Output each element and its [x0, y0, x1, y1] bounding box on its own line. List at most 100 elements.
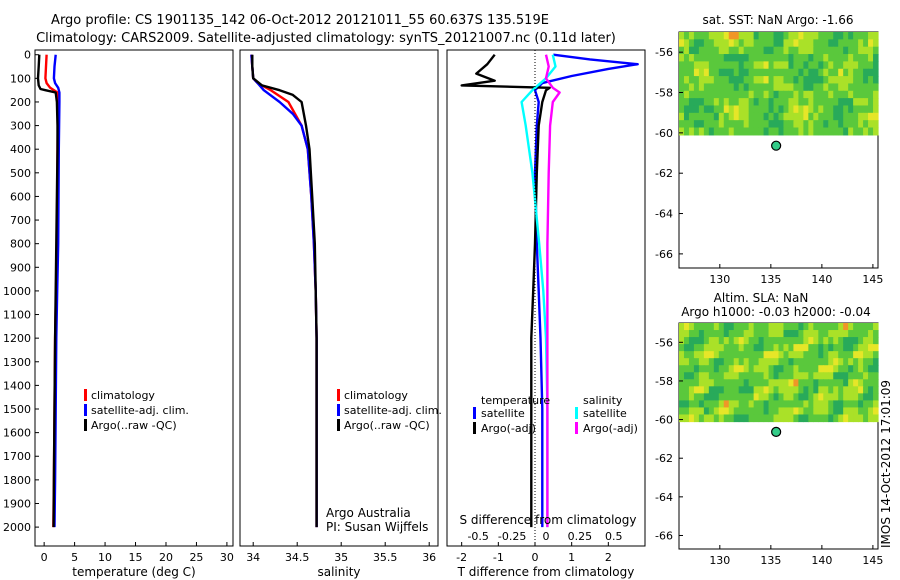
heat-cell — [858, 120, 864, 129]
heat-cell — [743, 105, 750, 114]
heat-cell — [798, 127, 804, 136]
heat-cell — [708, 365, 715, 373]
heat-cell — [713, 127, 720, 136]
heat-cell — [858, 365, 864, 373]
heat-cell — [713, 358, 720, 366]
heat-cell — [843, 105, 849, 114]
heat-cell — [708, 90, 715, 99]
heat-cell — [843, 83, 849, 92]
heat-cell — [723, 393, 730, 402]
heat-cell — [723, 330, 730, 338]
heat-cell — [828, 372, 834, 380]
heat-cell — [833, 386, 839, 394]
heat-cell — [683, 127, 690, 136]
heat-cell — [703, 46, 710, 55]
heat-cell — [698, 407, 705, 416]
heat-cell — [783, 344, 790, 352]
heat-cell — [713, 400, 720, 409]
heat-cell — [728, 344, 735, 352]
heat-cell — [728, 39, 735, 48]
heat-cell — [818, 323, 824, 331]
heat-cell — [798, 386, 804, 394]
heat-cell — [738, 358, 745, 366]
heat-cell — [853, 112, 859, 121]
legend-swatch — [575, 407, 578, 419]
heat-cell — [703, 54, 710, 62]
heat-cell — [813, 400, 819, 409]
heat-cell — [683, 393, 690, 402]
heat-cell — [753, 39, 760, 48]
salinity-annotation-line2: PI: Susan Wijffels — [326, 520, 428, 534]
heat-cell — [788, 83, 795, 92]
heat-cell — [708, 379, 715, 387]
heat-cell — [863, 330, 869, 338]
x-tick-label: -2 — [456, 551, 467, 564]
heat-cell — [853, 358, 859, 366]
heat-cell — [793, 379, 799, 387]
heat-cell — [773, 112, 780, 121]
heat-cell — [718, 46, 725, 55]
heat-cell — [873, 351, 879, 359]
legend-label: climatology — [344, 389, 408, 402]
heat-cell — [763, 61, 770, 70]
heat-cell — [788, 76, 795, 85]
heat-cell — [803, 351, 809, 359]
heat-cell — [833, 83, 839, 92]
heat-cell — [773, 54, 780, 62]
heat-cell — [843, 32, 849, 40]
heat-cell — [793, 61, 799, 70]
heat-cell — [718, 330, 725, 338]
heat-cell — [733, 76, 740, 85]
legend-swatch — [84, 389, 87, 401]
x-tick-label: 15 — [129, 551, 143, 564]
heat-cell — [813, 127, 819, 136]
heat-cell — [713, 372, 720, 380]
sla-map-subtitle: Argo h1000: -0.03 h2000: -0.04 — [681, 305, 871, 319]
heat-cell — [818, 351, 824, 359]
heat-cell — [748, 379, 755, 387]
heat-cell — [713, 68, 720, 77]
map-x-tick-label: 130 — [709, 554, 730, 567]
heat-cell — [858, 112, 864, 121]
heat-cell — [788, 32, 795, 40]
heat-cell — [853, 407, 859, 416]
heat-cell — [833, 105, 839, 114]
heat-cell — [828, 358, 834, 366]
heat-cell — [713, 120, 720, 129]
heat-cell — [763, 39, 770, 48]
heat-cell — [713, 323, 720, 331]
heat-cell — [718, 407, 725, 416]
heat-cell — [823, 330, 829, 338]
heat-cell — [698, 76, 705, 85]
heat-cell — [708, 372, 715, 380]
heat-cell — [713, 61, 720, 70]
heat-cell — [738, 351, 745, 359]
heat-cell — [818, 330, 824, 338]
heat-cell — [818, 407, 824, 416]
heat-cell — [683, 372, 690, 380]
heat-cell — [733, 127, 740, 136]
heat-cell — [843, 90, 849, 99]
heat-cell — [798, 407, 804, 416]
heat-cell — [748, 386, 755, 394]
heat-cell — [748, 112, 755, 121]
heat-cell — [733, 32, 740, 40]
heat-cell — [738, 407, 745, 416]
heat-cell — [733, 120, 740, 129]
heat-cell — [843, 127, 849, 136]
heat-cell — [783, 61, 790, 70]
heat-cell — [718, 337, 725, 345]
heat-cell — [788, 344, 795, 352]
heat-cell — [753, 90, 760, 99]
y-tick-label: 1200 — [3, 332, 31, 345]
heat-cell — [823, 386, 829, 394]
heat-cell — [828, 407, 834, 416]
heat-cell — [798, 105, 804, 114]
heat-cell — [808, 372, 814, 380]
legend-label: satellite — [583, 407, 627, 420]
y-tick-label: 1700 — [3, 450, 31, 463]
heat-cell — [693, 76, 700, 85]
heat-cell — [703, 90, 710, 99]
heat-cell — [733, 46, 740, 55]
heat-cell — [853, 337, 859, 345]
